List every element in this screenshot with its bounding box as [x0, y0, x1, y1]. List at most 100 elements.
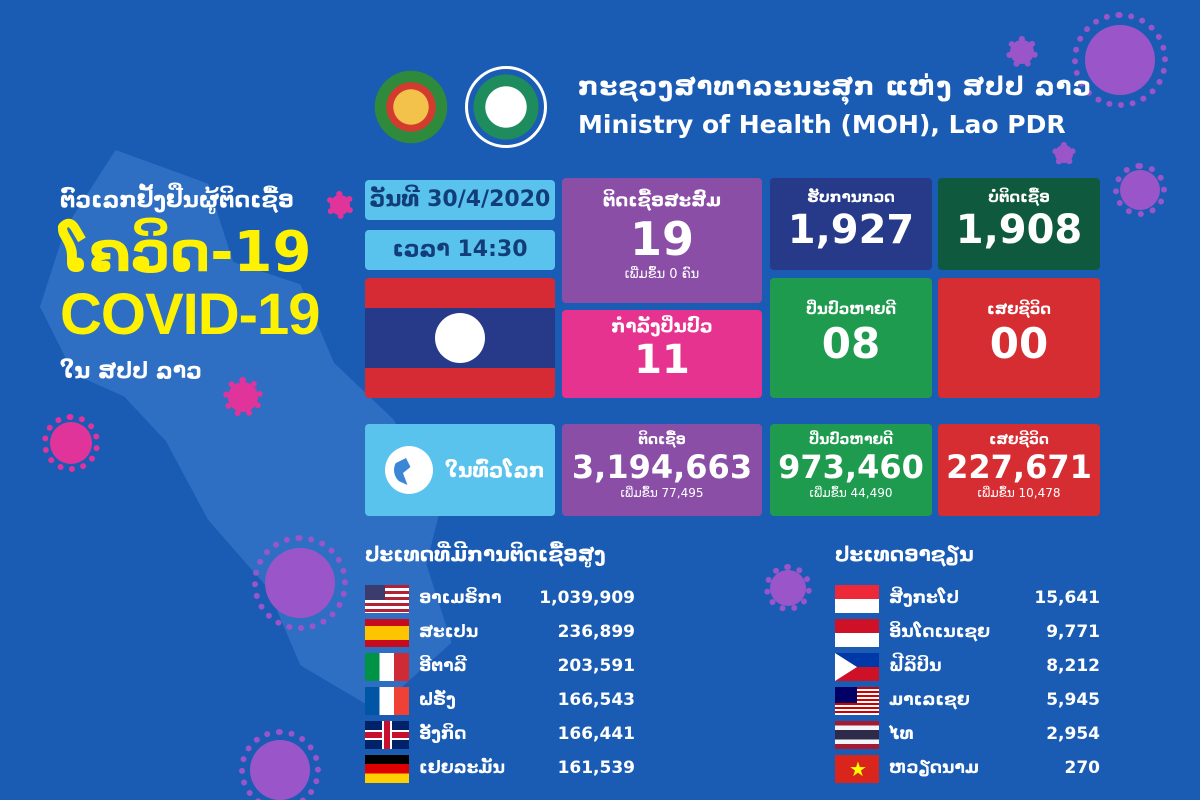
virus-icon: [763, 563, 813, 613]
ministry-of-health-logo: [465, 66, 547, 148]
philippines-flag-icon: [835, 653, 879, 681]
lao-emblem-logo: [370, 66, 452, 148]
country-cases: 236,899: [557, 622, 635, 642]
us-flag-icon: [365, 585, 409, 613]
cumulative-label: ຕິດເຊື້ອສະສົມ: [602, 190, 722, 211]
covid-title-lao: ໂຄວິດ-19: [60, 220, 312, 285]
world-deaths-increase: ເພີ່ມຂຶ້ນ 10,478: [977, 486, 1061, 500]
virus-icon: [1072, 12, 1168, 108]
world-infected-value: 3,194,663: [571, 448, 753, 486]
negative-label: ບໍ່ຕິດເຊື້ອ: [988, 188, 1050, 206]
recovered-card: ປິ່ນປົວຫາຍດີ 08: [770, 278, 932, 398]
list-item: ມາເລເຊຍ 5,945: [835, 684, 1100, 718]
country-cases: 15,641: [1034, 588, 1100, 608]
tested-label: ຮັບການກວດ: [807, 188, 895, 206]
country-name: ຟີລິປິນ: [889, 656, 942, 676]
country-name: ອາເມຣິກາ: [419, 588, 502, 608]
country-cases: 2,954: [1046, 724, 1100, 744]
world-recovered-label: ປິ່ນປົວຫາຍດີ: [808, 432, 894, 448]
asean-countries-title: ປະເທດອາຊຽນ: [835, 542, 974, 566]
country-name: ໄທ: [889, 724, 914, 744]
country-cases: 161,539: [557, 758, 635, 778]
thailand-flag-icon: [835, 721, 879, 749]
country-name: ສະເປນ: [419, 622, 479, 642]
virus-icon: [1051, 141, 1077, 167]
list-item: ໄທ 2,954: [835, 718, 1100, 752]
country-name: ເຢຍລະມັນ: [419, 758, 506, 778]
list-item: ສິງກະໂປ 15,641: [835, 582, 1100, 616]
deaths-value: 00: [989, 319, 1049, 368]
title-block: ຕົວເລກຢັ້ງຢືນຜູ້ຕິດເຊື້ອ ໂຄວິດ-19 COVID-…: [60, 188, 360, 384]
country-name: ຫວຽດນາມ: [889, 758, 980, 778]
uk-flag-icon: [365, 721, 409, 749]
world-recovered-increase: ເພີ່ມຂຶ້ນ 44,490: [809, 486, 893, 500]
country-cases: 270: [1064, 758, 1101, 778]
deaths-label: ເສຍຊີວິດ: [987, 300, 1051, 318]
top-countries-title: ປະເທດທີ່ມີການຕິດເຊື້ອສູງ: [365, 542, 606, 566]
world-infected-label: ຕິດເຊື້ອ: [638, 432, 686, 448]
cumulative-increase: ເພີ່ມຂຶ້ນ 0 ຄົນ: [624, 267, 700, 282]
indonesia-flag-icon: [835, 619, 879, 647]
country-name: ອັງກິດ: [419, 724, 467, 744]
negative-value: 1,908: [955, 207, 1083, 253]
worldwide-card: ໃນທົ່ວໂລກ: [365, 424, 555, 516]
tested-value: 1,927: [787, 207, 915, 253]
country-cases: 1,039,909: [539, 588, 635, 608]
country-cases: 9,771: [1046, 622, 1100, 642]
germany-flag-icon: [365, 755, 409, 783]
list-item: ອີຕາລີ 203,591: [365, 650, 635, 684]
country-name: ອີຕາລີ: [419, 656, 467, 676]
cumulative-cases-card: ຕິດເຊື້ອສະສົມ 19 ເພີ່ມຂຶ້ນ 0 ຄົນ: [562, 178, 762, 303]
country-cases: 203,591: [557, 656, 635, 676]
top-countries-list: ອາເມຣິກາ 1,039,909 ສະເປນ 236,899 ອີຕາລີ …: [365, 582, 635, 786]
ministry-title-en: Ministry of Health (MOH), Lao PDR: [578, 110, 1066, 139]
italy-flag-icon: [365, 653, 409, 681]
list-item: ຫວຽດນາມ 270: [835, 752, 1100, 786]
singapore-flag-icon: [835, 585, 879, 613]
cumulative-value: 19: [629, 212, 694, 266]
deaths-card: ເສຍຊີວິດ 00: [938, 278, 1100, 398]
header: ກະຊວງສາທາລະນະສຸກ ແຫ່ງ ສປປ ລາວ Ministry o…: [370, 58, 1130, 148]
country-cases: 166,543: [557, 690, 635, 710]
list-item: ຝຣັ່ງ 166,543: [365, 684, 635, 718]
location-label: ໃນ ສປປ ລາວ: [60, 359, 202, 384]
country-name: ມາເລເຊຍ: [889, 690, 970, 710]
list-item: ອັງກິດ 166,441: [365, 718, 635, 752]
virus-icon: [42, 414, 100, 472]
country-name: ຝຣັ່ງ: [419, 690, 456, 710]
country-name: ອິນໂດເນເຊຍ: [889, 622, 991, 642]
tested-card: ຮັບການກວດ 1,927: [770, 178, 932, 270]
lao-flag: [365, 278, 555, 398]
asean-countries-list: ສິງກະໂປ 15,641 ອິນໂດເນເຊຍ 9,771 ຟີລິປິນ …: [835, 582, 1100, 786]
virus-icon: [252, 535, 348, 631]
vietnam-flag-icon: [835, 755, 879, 783]
date-label: ວັນທີ 30/4/2020: [365, 180, 555, 220]
list-item: ອາເມຣິກາ 1,039,909: [365, 582, 635, 616]
active-label: ກຳລັງປິ່ນປົວ: [611, 316, 713, 337]
world-infected-increase: ເພີ່ມຂຶ້ນ 77,495: [620, 486, 704, 500]
recovered-value: 08: [821, 319, 881, 368]
list-item: ອິນໂດເນເຊຍ 9,771: [835, 616, 1100, 650]
world-recovered-card: ປິ່ນປົວຫາຍດີ 973,460 ເພີ່ມຂຶ້ນ 44,490: [770, 424, 932, 516]
world-deaths-value: 227,671: [946, 448, 1092, 486]
list-item: ເຢຍລະມັນ 161,539: [365, 752, 635, 786]
country-cases: 5,945: [1046, 690, 1100, 710]
spain-flag-icon: [365, 619, 409, 647]
world-infected-card: ຕິດເຊື້ອ 3,194,663 ເພີ່ມຂຶ້ນ 77,495: [562, 424, 762, 516]
country-cases: 166,441: [557, 724, 635, 744]
negative-card: ບໍ່ຕິດເຊື້ອ 1,908: [938, 178, 1100, 270]
active-value: 11: [634, 337, 690, 383]
country-name: ສິງກະໂປ: [889, 588, 959, 608]
world-deaths-card: ເສຍຊີວິດ 227,671 ເພີ່ມຂຶ້ນ 10,478: [938, 424, 1100, 516]
active-cases-card: ກຳລັງປິ່ນປົວ 11: [562, 310, 762, 398]
list-item: ຟີລິປິນ 8,212: [835, 650, 1100, 684]
worldwide-label: ໃນທົ່ວໂລກ: [445, 458, 545, 482]
malaysia-flag-icon: [835, 687, 879, 715]
france-flag-icon: [365, 687, 409, 715]
globe-icon: [385, 446, 433, 494]
time-label: ເວລາ 14:30: [365, 230, 555, 270]
virus-icon: [326, 191, 354, 219]
country-cases: 8,212: [1046, 656, 1100, 676]
world-recovered-value: 973,460: [778, 448, 924, 486]
list-item: ສະເປນ 236,899: [365, 616, 635, 650]
